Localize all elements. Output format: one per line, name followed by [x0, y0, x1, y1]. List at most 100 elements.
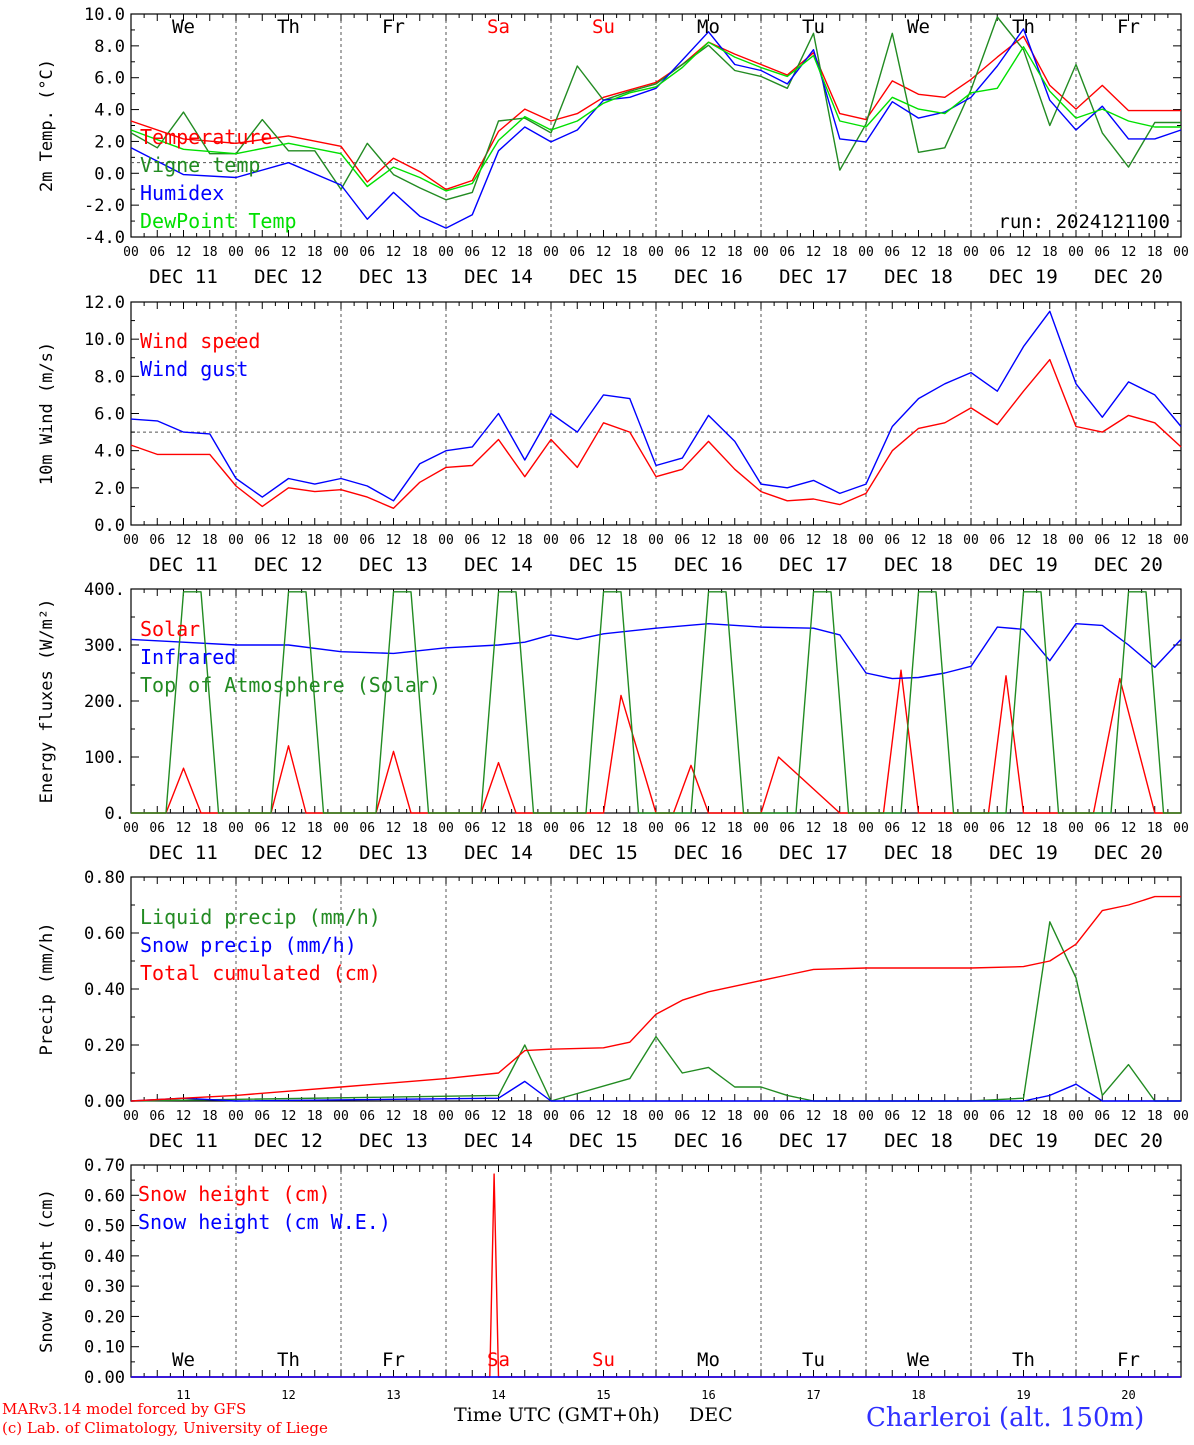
hour-tick-label: 06 — [989, 1109, 1005, 1124]
hour-tick-label: 00 — [1173, 821, 1189, 836]
hour-tick-label: 18 — [412, 1109, 428, 1124]
series-line-red — [131, 669, 1181, 814]
hour-tick-label: 06 — [884, 245, 900, 260]
y-axis-title: Snow height (cm) — [37, 1189, 57, 1353]
legend-entry: Vigne temp — [140, 153, 260, 177]
hour-tick-label: 18 — [622, 533, 638, 548]
hour-tick-label: 12 — [701, 533, 717, 548]
hour-tick-label: 12 — [281, 533, 297, 548]
hour-tick-label: 06 — [779, 245, 795, 260]
y-tick-label: 6.0 — [94, 405, 125, 425]
time-axis-label: Time UTC (GMT+0h) — [454, 1404, 660, 1426]
y-tick-label: 8.0 — [94, 367, 125, 387]
hour-tick-label: 00 — [228, 1109, 244, 1124]
series-line-red — [130, 358, 1182, 509]
y-axis-title: 10m Wind (m/s) — [37, 342, 57, 485]
hour-tick-label: 00 — [963, 533, 979, 548]
hour-tick-label: 06 — [884, 1109, 900, 1124]
hour-tick-label: 06 — [569, 245, 585, 260]
day-number-label: 18 — [911, 1388, 925, 1402]
hour-tick-label: 06 — [464, 1109, 480, 1124]
hour-tick-label: 06 — [254, 1109, 270, 1124]
y-tick-label: 0.50 — [84, 1217, 125, 1237]
hour-tick-label: 12 — [491, 245, 507, 260]
y-tick-label: 0.80 — [84, 868, 125, 888]
hour-tick-label: 06 — [464, 533, 480, 548]
hour-tick-label: 18 — [1042, 821, 1058, 836]
hour-tick-label: 18 — [727, 821, 743, 836]
date-label: DEC 19 — [989, 266, 1058, 288]
run-label: run: 2024121100 — [998, 211, 1170, 233]
hour-tick-label: 12 — [596, 1109, 612, 1124]
hour-tick-label: 18 — [412, 821, 428, 836]
date-label: DEC 11 — [149, 266, 218, 288]
hour-tick-label: 18 — [307, 533, 323, 548]
hour-tick-label: 00 — [858, 821, 874, 836]
hour-tick-label: 18 — [1147, 1109, 1163, 1124]
date-label: DEC 19 — [989, 1130, 1058, 1152]
date-label: DEC 16 — [674, 842, 743, 864]
date-label: DEC 18 — [884, 554, 953, 576]
hour-tick-label: 12 — [911, 1109, 927, 1124]
series-line-blue — [130, 28, 1182, 229]
hour-tick-label: 18 — [1147, 245, 1163, 260]
y-tick-label: 12.0 — [84, 293, 125, 313]
hour-tick-label: 06 — [1094, 533, 1110, 548]
hour-tick-label: 18 — [832, 821, 848, 836]
date-label: DEC 13 — [359, 554, 428, 576]
hour-tick-label: 06 — [254, 245, 270, 260]
hour-tick-label: 18 — [1147, 533, 1163, 548]
hour-tick-label: 00 — [438, 821, 454, 836]
hour-tick-label: 18 — [517, 1109, 533, 1124]
hour-tick-label: 06 — [464, 245, 480, 260]
y-tick-label: 0.20 — [84, 1307, 125, 1327]
hour-tick-label: 12 — [806, 245, 822, 260]
y-tick-label: 0.10 — [84, 1338, 125, 1358]
hour-tick-label: 12 — [281, 821, 297, 836]
hour-tick-label: 12 — [806, 533, 822, 548]
legend-entry: Temperature — [140, 125, 272, 149]
hour-tick-label: 06 — [779, 1109, 795, 1124]
hour-tick-label: 06 — [359, 821, 375, 836]
weekday-label: Fr — [1117, 1349, 1140, 1371]
date-label: DEC 19 — [989, 554, 1058, 576]
hour-tick-label: 12 — [596, 533, 612, 548]
series-line-green — [131, 591, 1181, 814]
hour-tick-label: 00 — [543, 1109, 559, 1124]
date-label: DEC 14 — [464, 266, 533, 288]
date-label: DEC 12 — [254, 554, 323, 576]
y-tick-label: 0.0 — [94, 516, 125, 536]
y-tick-label: 400. — [84, 580, 125, 600]
hour-tick-label: 00 — [1068, 245, 1084, 260]
y-tick-label: 0.60 — [84, 1186, 125, 1206]
weekday-label: Su — [592, 1349, 615, 1371]
model-credit-label: MARv3.14 model forced by GFS — [2, 1400, 247, 1418]
hour-tick-label: 12 — [1016, 245, 1032, 260]
hour-tick-label: 00 — [858, 1109, 874, 1124]
hour-tick-label: 06 — [674, 245, 690, 260]
y-tick-label: 0.40 — [84, 1247, 125, 1267]
weekday-label: Tu — [802, 1349, 825, 1371]
hour-tick-label: 00 — [543, 245, 559, 260]
hour-tick-label: 18 — [727, 245, 743, 260]
legend-entry: Solar — [140, 617, 200, 641]
hour-tick-label: 12 — [176, 821, 192, 836]
lab-credit-label: (c) Lab. of Climatology, University of L… — [2, 1419, 328, 1437]
y-tick-label: 0.20 — [84, 1036, 125, 1056]
hour-tick-label: 18 — [727, 1109, 743, 1124]
hour-tick-label: 06 — [569, 821, 585, 836]
hour-tick-label: 00 — [543, 821, 559, 836]
hour-tick-label: 00 — [963, 1109, 979, 1124]
y-tick-label: 0.60 — [84, 924, 125, 944]
hour-tick-label: 00 — [648, 245, 664, 260]
y-tick-label: 0.0 — [94, 164, 125, 184]
hour-tick-label: 06 — [884, 821, 900, 836]
hour-tick-label: 12 — [1121, 1109, 1137, 1124]
hour-tick-label: 06 — [569, 533, 585, 548]
y-tick-label: 300. — [84, 636, 125, 656]
hour-tick-label: 12 — [806, 821, 822, 836]
hour-tick-label: 00 — [1068, 533, 1084, 548]
weekday-label: Th — [277, 16, 300, 38]
weekday-label: Fr — [382, 1349, 405, 1371]
date-label: DEC 13 — [359, 1130, 428, 1152]
